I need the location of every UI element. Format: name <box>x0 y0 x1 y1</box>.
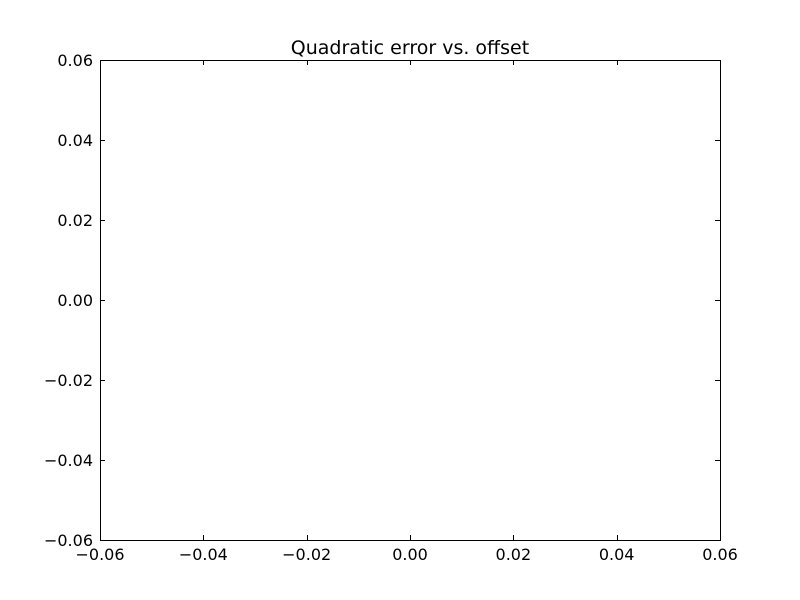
y-tick-label: 0.04 <box>57 131 93 150</box>
x-axis-ticks: −0.06 −0.04 −0.02 0.00 0.02 0.04 0.06 <box>75 60 738 564</box>
y-tick-label: 0.02 <box>57 211 93 230</box>
x-tick-label: −0.06 <box>75 545 124 564</box>
y-tick-label: 0.00 <box>57 291 93 310</box>
x-tick-label: −0.02 <box>282 545 331 564</box>
x-tick-label: 0.00 <box>392 545 428 564</box>
chart-title: Quadratic error vs. offset <box>291 37 529 59</box>
y-tick-label: −0.06 <box>44 531 93 550</box>
plot-area-frame <box>100 60 721 541</box>
x-tick-label: −0.04 <box>179 545 228 564</box>
x-tick-label: 0.02 <box>496 545 532 564</box>
plot-axes: −0.06 −0.04 −0.02 0.00 0.02 0.04 0.06 −0.06−0.… <box>44 51 738 564</box>
y-axis-ticks: −0.06 −0.04 −0.02 0.00 0.02 0.04 0.06 <box>44 51 720 550</box>
y-tick-label: −0.02 <box>44 371 93 390</box>
y-tick-label: −0.04 <box>44 451 93 470</box>
x-tick-label: 0.04 <box>599 545 635 564</box>
y-tick-label: 0.06 <box>57 51 93 70</box>
x-tick-label: 0.06 <box>702 545 738 564</box>
